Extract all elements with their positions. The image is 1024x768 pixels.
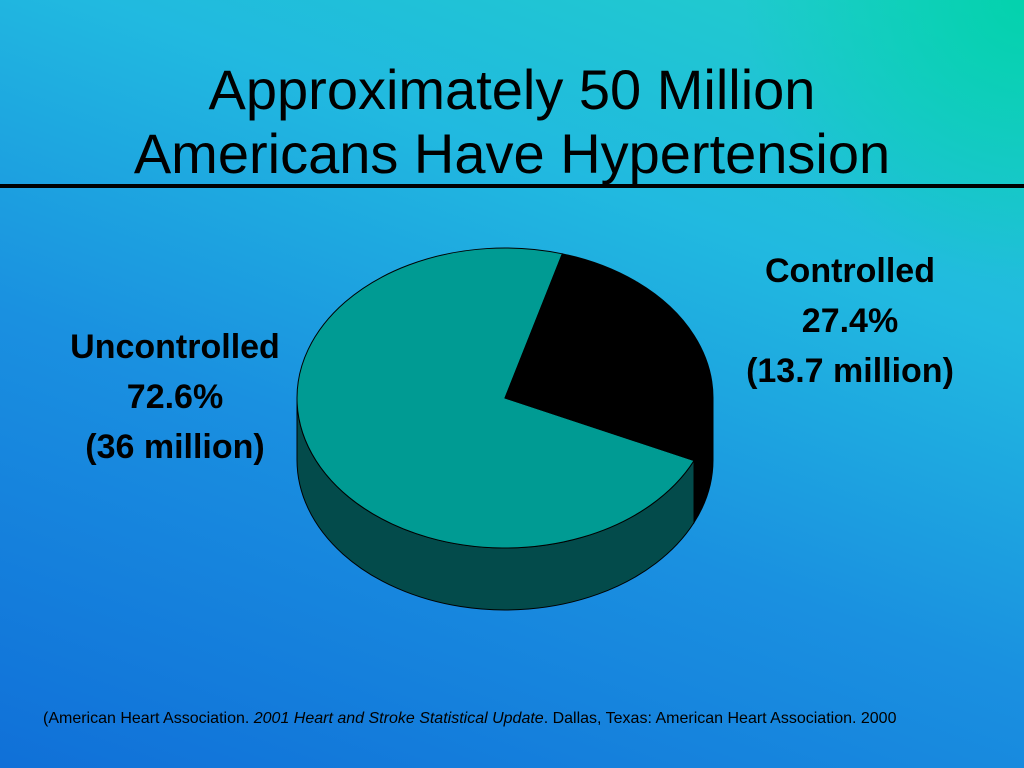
uncontrolled-count: (36 million) <box>85 428 265 466</box>
controlled-slice <box>504 253 714 462</box>
title-underline <box>0 184 1024 188</box>
controlled-count: (13.7 million) <box>746 352 954 390</box>
citation: (American Heart Association. 2001 Heart … <box>43 710 896 728</box>
citation-prefix: (American Heart Association. <box>43 710 254 727</box>
uncontrolled-slice <box>296 247 695 549</box>
title-line-2: Americans Have Hypertension <box>133 122 891 185</box>
controlled-percent: 27.4% <box>801 302 899 340</box>
uncontrolled-name: Uncontrolled <box>70 328 280 366</box>
title-line-1: Approximately 50 Million <box>208 58 816 121</box>
uncontrolled-percent: 72.6% <box>126 378 224 416</box>
uncontrolled-label: Uncontrolled 72.6% (36 million) <box>30 322 320 472</box>
slide-title: Approximately 50 Million Americans Have … <box>0 58 1024 186</box>
controlled-label: Controlled 27.4% (13.7 million) <box>700 246 1000 396</box>
controlled-name: Controlled <box>765 252 935 290</box>
citation-suffix: . Dallas, Texas: American Heart Associat… <box>543 710 897 727</box>
citation-publication: 2001 Heart and Stroke Statistical Update <box>253 710 544 727</box>
